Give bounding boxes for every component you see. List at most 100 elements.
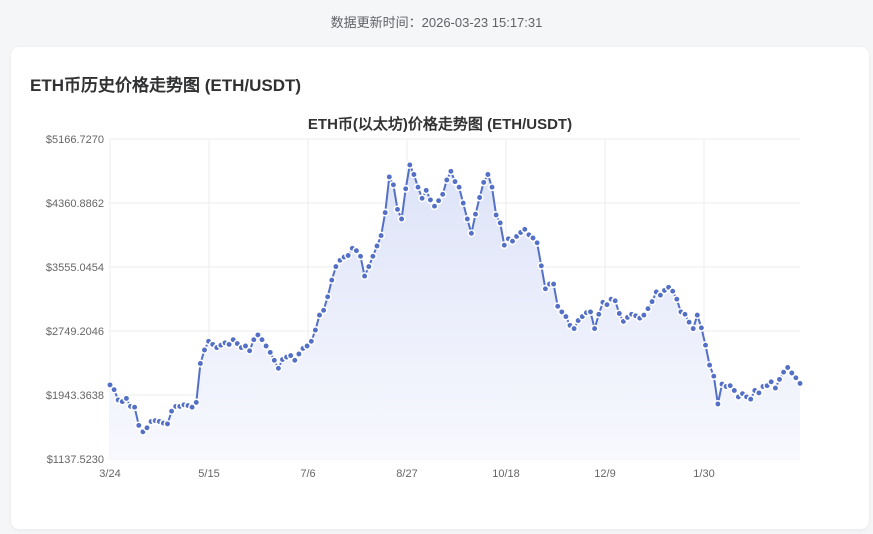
- data-point[interactable]: [451, 177, 459, 186]
- data-point[interactable]: [344, 251, 353, 260]
- data-point[interactable]: [787, 369, 796, 377]
- data-point[interactable]: [533, 238, 542, 247]
- data-point[interactable]: [681, 310, 689, 319]
- data-point[interactable]: [701, 341, 710, 350]
- data-point[interactable]: [463, 215, 472, 223]
- data-point[interactable]: [508, 237, 517, 246]
- data-point[interactable]: [422, 186, 431, 195]
- price-data-points[interactable]: [106, 160, 804, 436]
- data-point[interactable]: [389, 180, 398, 189]
- data-point[interactable]: [467, 229, 476, 238]
- data-point[interactable]: [754, 388, 763, 397]
- data-point[interactable]: [779, 368, 788, 377]
- data-point[interactable]: [303, 342, 312, 350]
- data-point[interactable]: [746, 395, 755, 404]
- data-point[interactable]: [385, 172, 394, 181]
- data-point[interactable]: [434, 196, 443, 205]
- data-point[interactable]: [520, 225, 529, 234]
- data-point[interactable]: [307, 337, 316, 346]
- data-point[interactable]: [188, 403, 197, 412]
- data-point[interactable]: [319, 306, 328, 315]
- data-point[interactable]: [689, 324, 698, 333]
- data-point[interactable]: [373, 242, 381, 250]
- data-point[interactable]: [455, 183, 464, 192]
- data-point[interactable]: [726, 381, 735, 390]
- data-point[interactable]: [249, 335, 258, 344]
- chart-canvas[interactable]: ETH币(以太坊)价格走势图 (ETH/USDT) $5166.7270 $436…: [11, 47, 869, 529]
- data-point[interactable]: [352, 246, 361, 255]
- data-point[interactable]: [331, 262, 340, 271]
- price-chart[interactable]: ETH币(以太坊)价格走势图 (ETH/USDT) $5166.7270 $436…: [11, 47, 869, 529]
- data-point[interactable]: [122, 394, 131, 403]
- data-point[interactable]: [537, 261, 546, 270]
- data-point[interactable]: [364, 262, 373, 271]
- data-point[interactable]: [479, 178, 488, 187]
- data-point[interactable]: [796, 379, 804, 388]
- data-point[interactable]: [685, 318, 694, 327]
- data-point[interactable]: [266, 348, 275, 357]
- data-point[interactable]: [368, 252, 377, 261]
- data-point[interactable]: [253, 330, 262, 339]
- data-point[interactable]: [401, 184, 410, 193]
- data-point[interactable]: [594, 310, 603, 319]
- data-point[interactable]: [648, 297, 657, 306]
- data-point[interactable]: [323, 292, 332, 301]
- data-point[interactable]: [697, 323, 706, 332]
- data-point[interactable]: [586, 307, 595, 316]
- data-point[interactable]: [459, 199, 468, 208]
- data-point[interactable]: [130, 403, 139, 412]
- data-point[interactable]: [430, 202, 439, 211]
- data-point[interactable]: [360, 272, 369, 281]
- data-point[interactable]: [286, 351, 295, 360]
- data-point[interactable]: [393, 205, 402, 214]
- data-point[interactable]: [426, 195, 435, 204]
- data-point[interactable]: [315, 311, 324, 320]
- data-point[interactable]: [713, 400, 722, 408]
- data-point[interactable]: [557, 307, 566, 316]
- data-point[interactable]: [644, 304, 652, 313]
- data-point[interactable]: [311, 326, 320, 335]
- data-point[interactable]: [446, 167, 455, 176]
- data-point[interactable]: [549, 280, 558, 289]
- data-point[interactable]: [225, 340, 234, 349]
- data-point[interactable]: [327, 276, 336, 285]
- data-point[interactable]: [245, 346, 254, 355]
- data-point[interactable]: [163, 419, 172, 428]
- data-point[interactable]: [672, 295, 681, 304]
- data-point[interactable]: [693, 311, 702, 320]
- data-point[interactable]: [438, 190, 447, 199]
- data-point[interactable]: [381, 208, 390, 217]
- data-point[interactable]: [488, 183, 496, 192]
- data-point[interactable]: [134, 421, 143, 430]
- data-point[interactable]: [771, 384, 780, 393]
- data-point[interactable]: [294, 350, 303, 358]
- data-point[interactable]: [377, 231, 386, 240]
- data-point[interactable]: [570, 324, 579, 333]
- data-point[interactable]: [262, 342, 271, 350]
- data-point[interactable]: [414, 183, 422, 192]
- data-point[interactable]: [639, 311, 648, 320]
- data-point[interactable]: [196, 359, 205, 368]
- data-point[interactable]: [409, 170, 418, 179]
- data-point[interactable]: [192, 398, 201, 407]
- data-point[interactable]: [615, 309, 624, 318]
- data-point[interactable]: [475, 193, 484, 202]
- data-point[interactable]: [143, 423, 151, 432]
- data-point[interactable]: [603, 300, 611, 309]
- data-point[interactable]: [656, 291, 665, 300]
- data-point[interactable]: [270, 356, 279, 365]
- data-point[interactable]: [590, 324, 599, 333]
- data-point[interactable]: [668, 287, 677, 296]
- data-point[interactable]: [397, 215, 406, 223]
- data-point[interactable]: [483, 170, 492, 179]
- data-point[interactable]: [705, 361, 714, 370]
- data-point[interactable]: [442, 176, 451, 184]
- data-point[interactable]: [767, 377, 776, 386]
- data-point[interactable]: [496, 218, 505, 227]
- data-point[interactable]: [791, 373, 800, 382]
- data-point[interactable]: [709, 372, 718, 381]
- data-point[interactable]: [290, 356, 299, 365]
- data-point[interactable]: [500, 241, 509, 250]
- data-point[interactable]: [730, 386, 739, 395]
- data-point[interactable]: [200, 346, 209, 354]
